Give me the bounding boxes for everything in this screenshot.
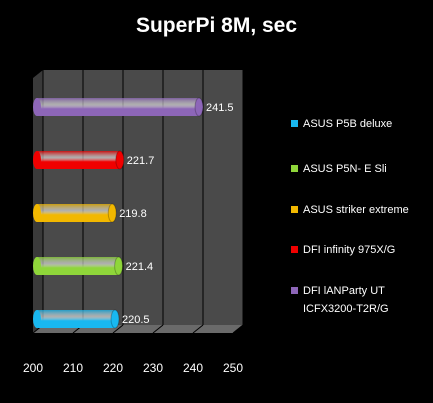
legend-swatch [291, 120, 298, 127]
chart-title: SuperPi 8M, sec [135, 14, 298, 37]
bar-cap-left [33, 151, 41, 169]
x-tick-label: 230 [143, 361, 163, 375]
floor-grid-line [192, 324, 204, 334]
x-tick-label: 210 [63, 361, 83, 375]
data-label: 221.7 [127, 155, 155, 167]
data-label: 241.5 [206, 102, 234, 114]
floor-grid-line [112, 324, 124, 334]
data-label: 220.5 [122, 314, 150, 326]
bar-body [37, 98, 199, 116]
floor-grid-line [232, 324, 244, 334]
bar-cap-left [33, 98, 41, 116]
bar: 220.5 [33, 309, 150, 329]
legend-label: DFI infinity 975X/G [303, 244, 395, 256]
legend-item: ASUS P5B deluxe [291, 118, 392, 130]
legend-label: ASUS P5N- E Sli [303, 163, 387, 175]
bar: 221.7 [33, 150, 155, 170]
bar-body [37, 310, 115, 328]
bar-body [37, 257, 119, 275]
x-axis-ticks: 200 210 220 230 240 250 [23, 361, 243, 375]
bar-cap-right [115, 150, 125, 170]
legend-item: ASUS P5N- E Sli [291, 163, 387, 175]
bar-cap-left [33, 204, 41, 222]
bar-cap-right [110, 309, 120, 329]
bar-cap-left [33, 257, 41, 275]
bar-body [37, 204, 113, 222]
legend-item: DFI lANParty UT ICFX3200-T2R/G [291, 285, 389, 315]
bar: 241.5 [33, 97, 234, 117]
data-label: 221.4 [126, 261, 154, 273]
x-tick-label: 220 [103, 361, 123, 375]
bars: 241.5 221.7 219.8 221.4 220.5 [33, 97, 234, 329]
legend-label: DFI lANParty UT ICFX3200-T2R/G [303, 285, 389, 315]
bar: 219.8 [33, 203, 147, 223]
legend: ASUS P5B deluxe ASUS P5N- E Sli ASUS strik… [291, 118, 409, 315]
legend-item: ASUS striker extreme [291, 204, 409, 216]
legend-swatch [291, 287, 298, 294]
bar-body [37, 151, 120, 169]
bar-cap-right [107, 203, 117, 223]
floor-grid-line [152, 324, 164, 334]
bar-cap-left [33, 310, 41, 328]
legend-swatch [291, 206, 298, 213]
x-tick-label: 200 [23, 361, 43, 375]
legend-label: ASUS P5B deluxe [303, 118, 392, 130]
legend-item: DFI infinity 975X/G [291, 244, 395, 256]
bar-cap-right [194, 97, 204, 117]
data-label: 219.8 [119, 208, 147, 220]
legend-swatch [291, 246, 298, 253]
x-tick-label: 240 [183, 361, 203, 375]
legend-swatch [291, 165, 298, 172]
legend-label: ASUS striker extreme [303, 204, 409, 216]
x-tick-label: 250 [223, 361, 243, 375]
bar: 221.4 [33, 256, 154, 276]
bar-cap-right [114, 256, 124, 276]
